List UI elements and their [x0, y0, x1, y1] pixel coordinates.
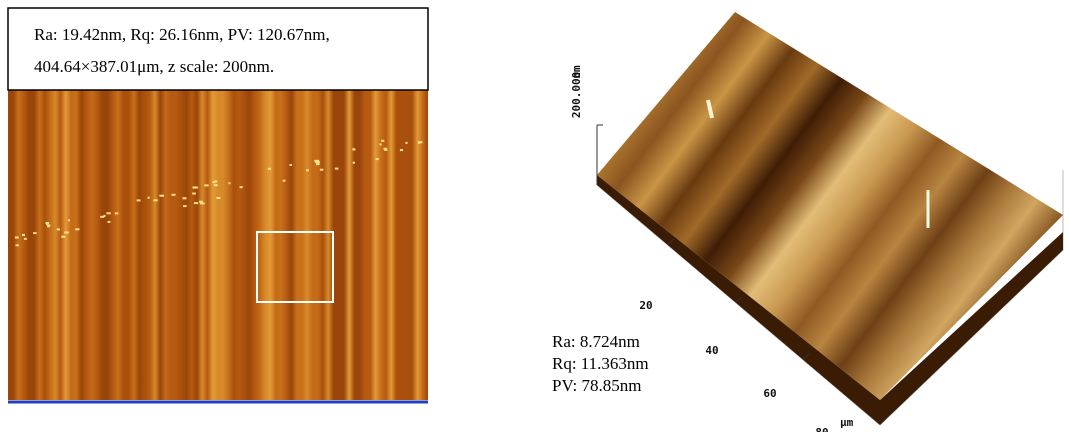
speckle — [353, 162, 355, 164]
afm-image — [8, 90, 428, 400]
speckle — [200, 202, 205, 204]
speckle — [405, 142, 407, 144]
speckle — [108, 221, 111, 223]
speckle — [183, 205, 187, 207]
speckle — [315, 161, 320, 163]
speckle — [24, 238, 27, 240]
xy-tick-label: 60 — [763, 387, 776, 400]
speckle — [228, 182, 230, 184]
speckle — [352, 149, 355, 151]
speckle — [104, 215, 106, 217]
speckle — [15, 237, 19, 239]
speckle — [57, 228, 60, 230]
speckle — [320, 169, 324, 171]
speckle — [148, 197, 150, 199]
speckle — [16, 244, 19, 246]
speckle — [33, 232, 36, 234]
speckle — [64, 232, 69, 234]
stat: Ra: 8.724nm — [552, 332, 640, 351]
stat: Rq: 11.363nm — [552, 354, 649, 373]
speckle — [68, 219, 70, 221]
caption-box — [8, 8, 428, 90]
speckle — [47, 225, 49, 227]
speckle — [214, 184, 218, 186]
speckle — [172, 194, 176, 196]
xy-tick-label: 20 — [639, 299, 652, 312]
speckle — [381, 140, 384, 142]
speckle — [22, 234, 25, 236]
speckle — [75, 228, 79, 230]
xy-tick-label: 40 — [705, 344, 718, 357]
speckle — [418, 142, 420, 144]
speckle — [316, 163, 320, 165]
z-unit: nm — [570, 65, 583, 79]
speckle — [192, 193, 196, 195]
speckle — [376, 158, 379, 160]
speckle — [212, 181, 215, 183]
speckle — [115, 212, 119, 214]
speckle — [384, 149, 387, 151]
speckle — [217, 197, 221, 199]
speckle — [182, 197, 186, 199]
caption-line: Ra: 19.42nm, Rq: 26.16nm, PV: 120.67nm, — [34, 25, 330, 44]
speckle — [268, 168, 271, 170]
speckle — [306, 169, 309, 171]
speckle — [61, 236, 65, 238]
speckle — [154, 199, 158, 201]
speckle — [159, 195, 164, 197]
speckle — [137, 199, 141, 201]
figure: Ra: 19.42nm, Rq: 26.16nm, PV: 120.67nm, … — [0, 0, 1069, 432]
surface-top — [597, 12, 1063, 400]
speckle — [106, 212, 110, 214]
speckle — [335, 168, 339, 170]
caption-line: 404.64×387.01μm, z scale: 200nm. — [34, 57, 274, 76]
speckle — [400, 149, 403, 151]
xy-unit: μm — [840, 416, 854, 429]
xy-tick-label: 80 — [815, 426, 828, 432]
speckle — [240, 186, 243, 188]
speckle — [204, 184, 208, 186]
speckle — [283, 180, 286, 182]
speckle — [380, 143, 382, 145]
speckle — [194, 202, 198, 204]
speckle — [290, 164, 293, 166]
stat: PV: 78.85nm — [552, 376, 641, 395]
speckle — [193, 186, 198, 188]
